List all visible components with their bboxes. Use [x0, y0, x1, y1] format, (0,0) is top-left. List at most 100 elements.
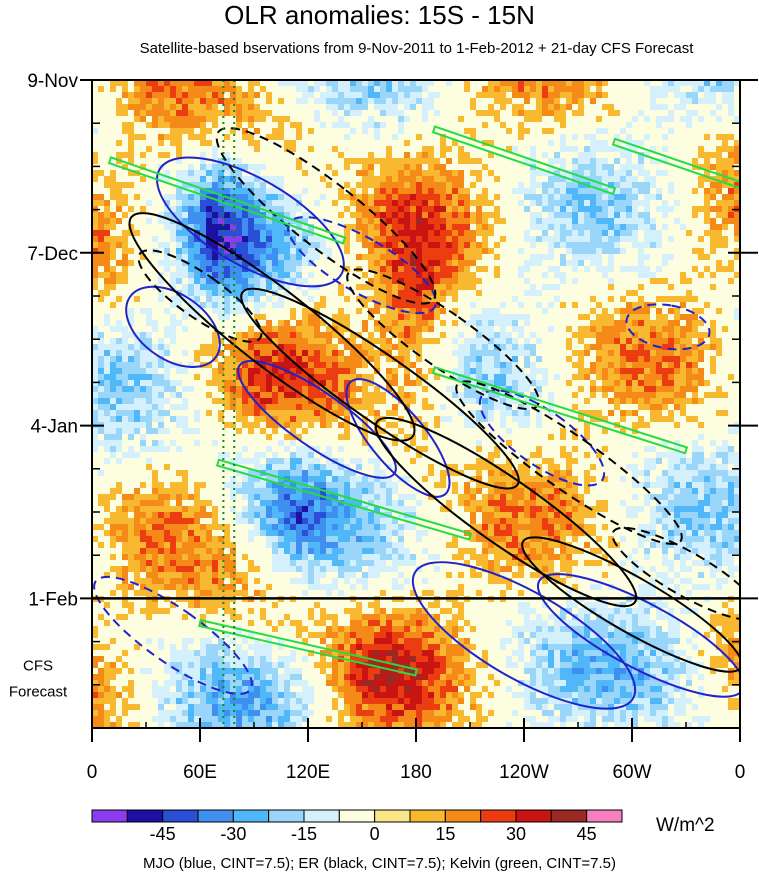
field-cell	[590, 194, 596, 200]
field-cell	[674, 92, 680, 98]
field-cell	[182, 80, 188, 86]
field-cell	[530, 512, 536, 518]
field-cell	[110, 386, 116, 392]
field-cell	[386, 194, 392, 200]
field-cell	[722, 182, 728, 188]
field-cell	[170, 530, 176, 536]
field-cell	[392, 314, 398, 320]
field-cell	[506, 362, 512, 368]
field-cell	[206, 302, 212, 308]
field-cell	[326, 398, 332, 404]
field-cell	[482, 92, 488, 98]
field-cell	[542, 86, 548, 92]
field-cell	[248, 368, 254, 374]
field-cell	[722, 98, 728, 104]
field-cell	[362, 212, 368, 218]
field-cell	[494, 482, 500, 488]
field-cell	[224, 374, 230, 380]
field-cell	[398, 236, 404, 242]
field-cell	[134, 344, 140, 350]
field-cell	[338, 314, 344, 320]
field-cell	[374, 350, 380, 356]
field-cell	[590, 98, 596, 104]
field-cell	[182, 416, 188, 422]
field-cell	[140, 368, 146, 374]
field-cell	[674, 326, 680, 332]
field-cell	[374, 212, 380, 218]
field-cell	[326, 530, 332, 536]
field-cell	[512, 326, 518, 332]
field-cell	[596, 92, 602, 98]
field-cell	[116, 428, 122, 434]
field-cell	[428, 98, 434, 104]
field-cell	[578, 242, 584, 248]
field-cell	[734, 116, 740, 122]
field-cell	[302, 452, 308, 458]
field-cell	[488, 338, 494, 344]
field-cell	[92, 356, 98, 362]
field-cell	[668, 410, 674, 416]
field-cell	[674, 356, 680, 362]
field-cell	[494, 116, 500, 122]
field-cell	[368, 176, 374, 182]
field-cell	[302, 356, 308, 362]
field-cell	[734, 530, 740, 536]
field-cell	[656, 374, 662, 380]
field-cell	[488, 518, 494, 524]
field-cell	[218, 380, 224, 386]
field-cell	[524, 338, 530, 344]
field-cell	[710, 80, 716, 86]
field-cell	[530, 518, 536, 524]
field-cell	[446, 464, 452, 470]
field-cell	[290, 278, 296, 284]
field-cell	[704, 494, 710, 500]
field-cell	[110, 236, 116, 242]
field-cell	[488, 308, 494, 314]
field-cell	[530, 224, 536, 230]
field-cell	[212, 212, 218, 218]
field-cell	[128, 314, 134, 320]
field-cell	[182, 512, 188, 518]
field-cell	[260, 524, 266, 530]
field-cell	[380, 242, 386, 248]
field-cell	[104, 434, 110, 440]
field-cell	[200, 152, 206, 158]
field-cell	[380, 350, 386, 356]
field-cell	[266, 470, 272, 476]
field-cell	[362, 434, 368, 440]
field-cell	[374, 266, 380, 272]
field-cell	[158, 410, 164, 416]
field-cell	[266, 530, 272, 536]
field-cell	[470, 374, 476, 380]
field-cell	[416, 134, 422, 140]
field-cell	[212, 242, 218, 248]
field-cell	[578, 182, 584, 188]
field-cell	[206, 530, 212, 536]
field-cell	[500, 326, 506, 332]
field-cell	[572, 254, 578, 260]
field-cell	[242, 212, 248, 218]
field-cell	[110, 254, 116, 260]
field-cell	[296, 278, 302, 284]
field-cell	[536, 488, 542, 494]
field-cell	[260, 362, 266, 368]
field-cell	[482, 344, 488, 350]
field-cell	[626, 344, 632, 350]
field-cell	[392, 500, 398, 506]
field-cell	[188, 512, 194, 518]
field-cell	[212, 524, 218, 530]
field-cell	[380, 302, 386, 308]
field-cell	[212, 344, 218, 350]
field-cell	[92, 248, 98, 254]
field-cell	[260, 518, 266, 524]
field-cell	[104, 320, 110, 326]
field-cell	[248, 248, 254, 254]
field-cell	[572, 134, 578, 140]
field-cell	[176, 170, 182, 176]
field-cell	[320, 530, 326, 536]
field-cell	[632, 374, 638, 380]
field-cell	[368, 494, 374, 500]
field-cell	[440, 290, 446, 296]
field-cell	[296, 224, 302, 230]
field-cell	[374, 530, 380, 536]
